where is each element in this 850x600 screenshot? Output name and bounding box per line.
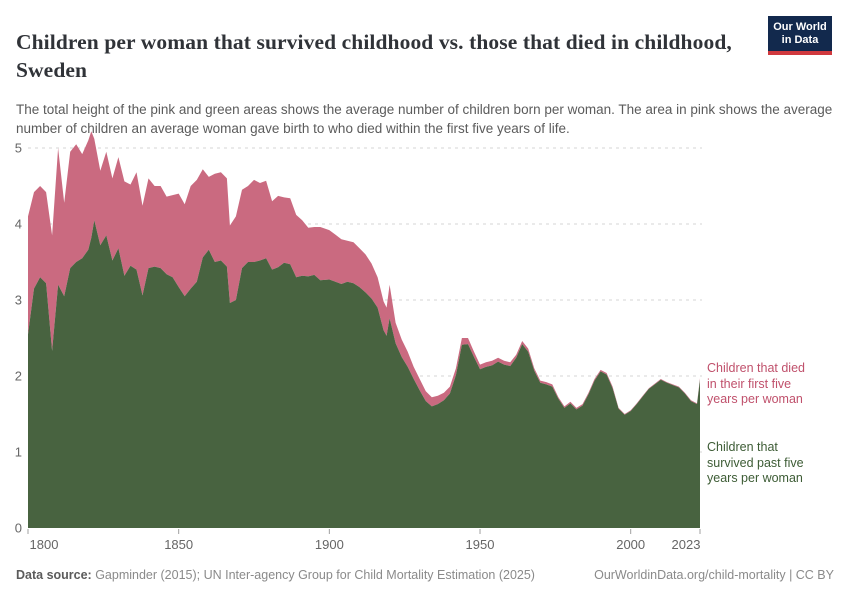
data-source-prefix: Data source: (16, 568, 92, 582)
page-title: Children per woman that survived childho… (16, 30, 732, 83)
y-axis-label-1: 1 (15, 445, 22, 460)
x-axis-label-1950: 1950 (466, 537, 495, 552)
area-died (28, 131, 700, 415)
data-source-text: Gapminder (2015); UN Inter-agency Group … (91, 568, 535, 582)
owid-logo: Our World in Data (768, 16, 832, 55)
series-label-died: Children that died in their first five y… (707, 361, 805, 406)
x-axis-label-1900: 1900 (315, 537, 344, 552)
x-axis-label-1850: 1850 (164, 537, 193, 552)
y-axis-label-2: 2 (15, 369, 22, 384)
y-axis-label-0: 0 (15, 521, 22, 536)
x-axis-label-1800: 1800 (30, 537, 59, 552)
owid-logo-line2: in Data (781, 33, 819, 46)
chart-subtitle: The total height of the pink and green a… (16, 101, 833, 136)
area-survived (28, 220, 700, 528)
owid-link[interactable]: OurWorldinData.org/child-mortality | CC … (594, 568, 834, 582)
y-axis-label-3: 3 (15, 293, 22, 308)
owid-logo-line1: Our World (773, 20, 827, 33)
y-axis-label-5: 5 (15, 141, 22, 156)
data-source-note: Data source: Gapminder (2015); UN Inter-… (16, 568, 535, 582)
x-axis-label-2000: 2000 (616, 537, 645, 552)
x-axis-label-2023: 2023 (672, 537, 701, 552)
y-axis-label-4: 4 (15, 217, 22, 232)
chart-footer: Data source: Gapminder (2015); UN Inter-… (16, 568, 834, 582)
series-label-survived: Children that survived past five years p… (707, 440, 804, 485)
